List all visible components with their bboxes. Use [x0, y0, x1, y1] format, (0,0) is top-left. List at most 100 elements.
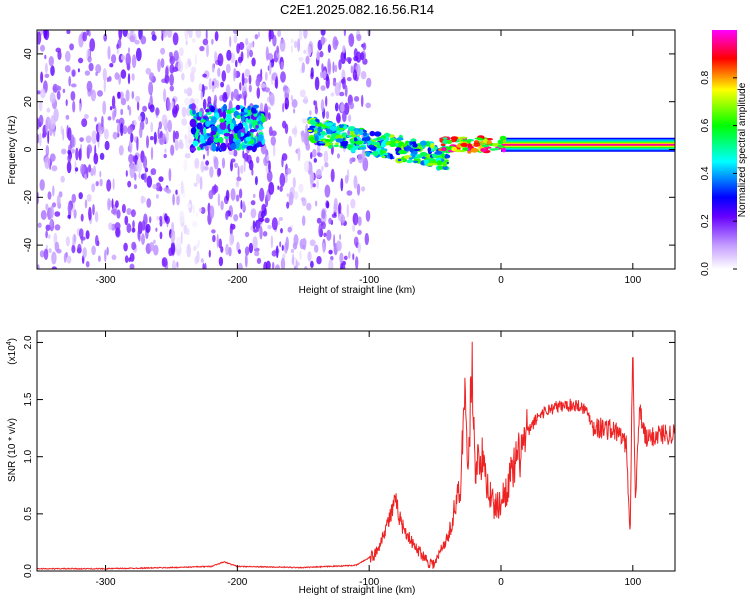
colorbar-label: Normalized spectral amplitude [737, 82, 748, 217]
heatmap-cell [162, 257, 168, 268]
heatmap-cell [99, 170, 102, 178]
heatmap-cell [91, 183, 96, 193]
heatmap-cell [341, 133, 348, 138]
heatmap-cell [202, 98, 207, 110]
heatmap-cell [298, 183, 304, 193]
heatmap-cell [353, 236, 359, 247]
heatmap-cell [481, 144, 489, 148]
heatmap-cell [160, 58, 165, 69]
heatmap-cell [45, 144, 50, 157]
heatmap-cell [344, 175, 349, 184]
heatmap-cell [146, 175, 153, 188]
heatmap-cell [365, 210, 371, 222]
heatmap-cell [245, 118, 249, 123]
heatmap-cell [140, 196, 146, 203]
heatmap-cell [310, 152, 313, 159]
heatmap-cell [461, 139, 469, 142]
heatmap-cell [348, 126, 356, 132]
y-tick-label: 1.5 [23, 392, 34, 406]
heatmap-cell [67, 154, 72, 163]
heatmap-cell [310, 67, 314, 77]
heatmap-cell [326, 201, 330, 209]
chart-title: C2E1.2025.082.16.56.R14 [280, 2, 434, 17]
heatmap-cell [48, 234, 51, 239]
y-tick-label: 1.0 [23, 449, 34, 463]
heatmap-cell [334, 64, 338, 73]
heatmap-cell [220, 81, 225, 88]
heatmap-cell [229, 36, 232, 48]
heatmap-cell [42, 132, 45, 139]
heatmap-cell [114, 72, 120, 80]
heatmap-cell [236, 176, 242, 182]
heatmap-cell [126, 208, 132, 215]
heatmap-cell [198, 111, 202, 118]
heatmap-cell [153, 131, 157, 145]
heatmap-cell [401, 143, 408, 147]
heatmap-cell [126, 223, 132, 234]
heatmap-cell [302, 118, 307, 123]
y-tick-label: 0.0 [23, 564, 34, 578]
heatmap-cell [218, 256, 224, 267]
heatmap-cell [172, 105, 178, 118]
heatmap-cell [339, 234, 342, 240]
heatmap-cell [268, 92, 275, 106]
heatmap-cell [208, 77, 212, 90]
heatmap-cell [268, 126, 273, 137]
heatmap-cell [44, 62, 48, 74]
snr-y-multiplier: (x104) [6, 338, 18, 365]
heatmap-cell [280, 228, 283, 234]
heatmap-cell [121, 203, 126, 214]
x-tick-label: -200 [227, 577, 247, 588]
heatmap-cell [95, 235, 99, 246]
heatmap-cell [54, 224, 61, 231]
heatmap-cell [37, 31, 42, 45]
heatmap-cell [103, 128, 109, 140]
heatmap-cell [169, 73, 175, 86]
heatmap-cell [379, 149, 384, 156]
heatmap-cell [442, 161, 448, 167]
heatmap-cell [314, 200, 318, 207]
heatmap-cell [339, 252, 344, 264]
heatmap-cell [195, 173, 201, 184]
heatmap-cell [427, 162, 434, 165]
heatmap-cell [241, 115, 246, 121]
heatmap-cell [255, 77, 261, 87]
heatmap-cell [103, 79, 107, 93]
heatmap-cell [248, 74, 252, 85]
heatmap-cell [95, 63, 102, 74]
heatmap-cell [354, 140, 363, 145]
heatmap-cell [323, 150, 329, 164]
heatmap-cell [93, 165, 96, 176]
heatmap-cell [194, 53, 197, 66]
heatmap-cell [254, 176, 258, 186]
heatmap-cell [57, 50, 62, 60]
heatmap-cell [37, 222, 42, 228]
heatmap-cell [212, 234, 216, 243]
heatmap-cell [316, 217, 322, 224]
heatmap-cell [73, 209, 77, 219]
heatmap-cell [102, 100, 107, 115]
heatmap-cell [385, 135, 390, 142]
heatmap-cell [381, 155, 386, 159]
heatmap-cell [161, 33, 164, 41]
heatmap-cell [96, 131, 100, 143]
heatmap-cell [203, 166, 209, 171]
heatmap-cell [348, 33, 355, 47]
spectrogram-heatmap [37, 30, 675, 269]
heatmap-cell [410, 138, 417, 142]
snr-plot-area [37, 341, 675, 570]
heatmap-cell [149, 216, 152, 224]
heatmap-cell [374, 131, 382, 137]
heatmap-cell [361, 186, 366, 192]
heatmap-cell [279, 172, 286, 187]
heatmap-cell [230, 143, 237, 150]
heatmap-cell [259, 226, 263, 240]
heatmap-cell [349, 101, 355, 110]
heatmap-cell [205, 30, 208, 41]
heatmap-cell [315, 168, 322, 179]
heatmap-cell [51, 266, 57, 269]
heatmap-cell [304, 266, 308, 269]
heatmap-cell [318, 223, 323, 238]
heatmap-cell [84, 114, 89, 119]
